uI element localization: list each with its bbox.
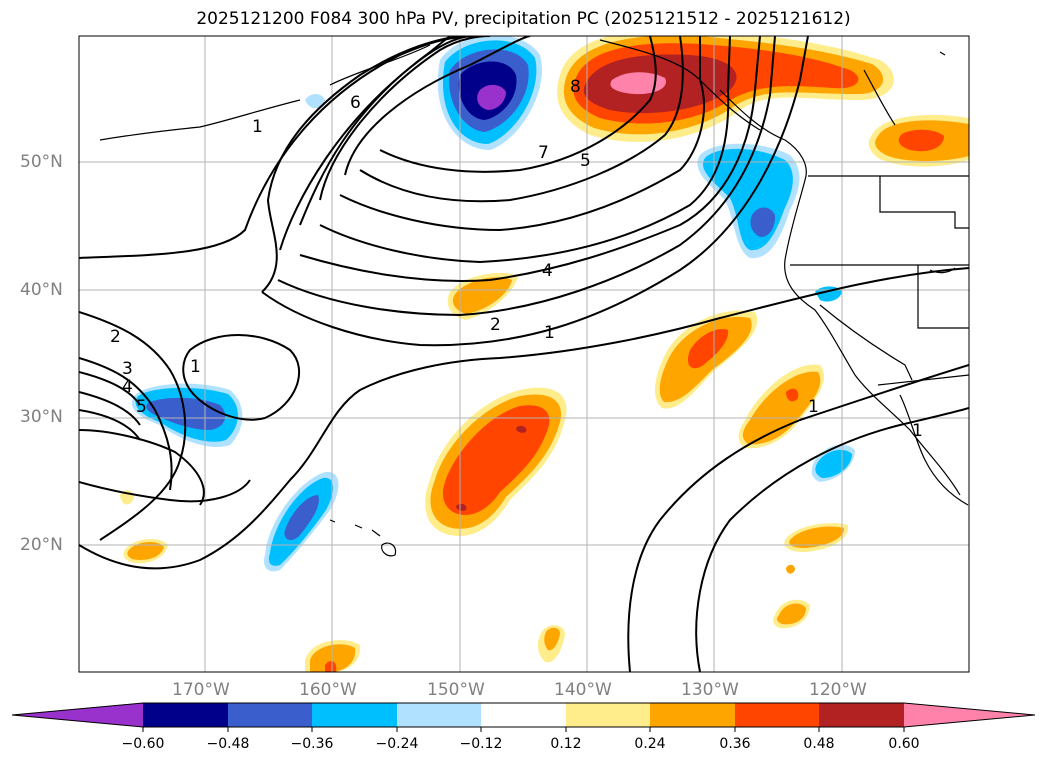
colorbar-tick-label: 0.12 <box>550 736 582 752</box>
colorbar-tick-label: −0.60 <box>121 736 165 752</box>
precip-area-negative <box>305 94 325 109</box>
precip-area-positive <box>325 660 337 672</box>
precip-area-negative <box>477 84 506 110</box>
colorbar-tick-label: −0.36 <box>290 736 334 752</box>
contour-label: 5 <box>580 151 591 171</box>
contour-label: 4 <box>122 377 133 397</box>
precip-shading <box>120 36 969 672</box>
coastlines <box>99 39 969 557</box>
precip-area-positive <box>777 603 806 625</box>
colorbar <box>11 702 1036 732</box>
precip-area-positive <box>742 371 821 445</box>
lon-label: 160°W <box>299 680 357 700</box>
precip-area-negative <box>750 207 776 237</box>
precip-area-positive <box>786 564 795 574</box>
lon-label: 170°W <box>172 680 230 700</box>
graticule <box>79 36 969 672</box>
contour-label: 4 <box>542 261 553 281</box>
precip-area-positive <box>786 388 799 402</box>
colorbar-tick-label: −0.24 <box>375 736 419 752</box>
map-title: 2025121200 F084 300 hPa PV, precipitatio… <box>196 9 851 29</box>
precip-area-positive <box>898 129 944 152</box>
contour-label: 7 <box>538 143 549 163</box>
lat-label: 40°N <box>20 280 63 300</box>
pv-contours <box>79 36 969 672</box>
lon-label: 140°W <box>554 680 612 700</box>
precip-area-positive <box>452 277 512 314</box>
map-frame <box>78 35 970 673</box>
contour-label: 6 <box>350 93 361 113</box>
contour-label: 1 <box>252 117 263 137</box>
contour-label: 5 <box>136 397 147 417</box>
lon-label: 120°W <box>809 680 867 700</box>
colorbar-tick-label: 0.24 <box>634 736 666 752</box>
contour-label: 8 <box>570 77 581 97</box>
colorbar-tick-label: 0.60 <box>888 736 920 752</box>
precip-area-positive <box>789 526 845 548</box>
contour-label: 2 <box>110 327 121 347</box>
contour-label: 1 <box>808 397 819 417</box>
precip-area-negative <box>815 449 852 478</box>
lat-label: 20°N <box>20 535 63 555</box>
lon-label: 130°W <box>681 680 739 700</box>
contour-label: 3 <box>122 359 133 379</box>
precip-area-positive <box>127 541 164 560</box>
precip-area-positive <box>610 72 666 95</box>
contour-label: 1 <box>190 357 201 377</box>
lat-label: 30°N <box>20 407 63 427</box>
precip-area-positive <box>310 644 356 672</box>
colorbar-tick-label: −0.48 <box>206 736 250 752</box>
contour-label: 2 <box>490 315 501 335</box>
colorbar-tick-label: 0.36 <box>719 736 751 752</box>
colorbar-tick-label: 0.48 <box>803 736 835 752</box>
lon-label: 150°W <box>427 680 485 700</box>
precip-area-positive <box>516 425 527 433</box>
contour-label: 1 <box>544 323 555 343</box>
colorbar-tick-label: −0.12 <box>459 736 503 752</box>
precip-area-positive <box>456 503 467 511</box>
precip-area-negative <box>284 495 319 541</box>
contour-label: 1 <box>912 421 923 441</box>
precip-area-positive <box>687 328 729 369</box>
lat-label: 50°N <box>20 152 63 172</box>
precip-area-positive <box>544 627 560 651</box>
